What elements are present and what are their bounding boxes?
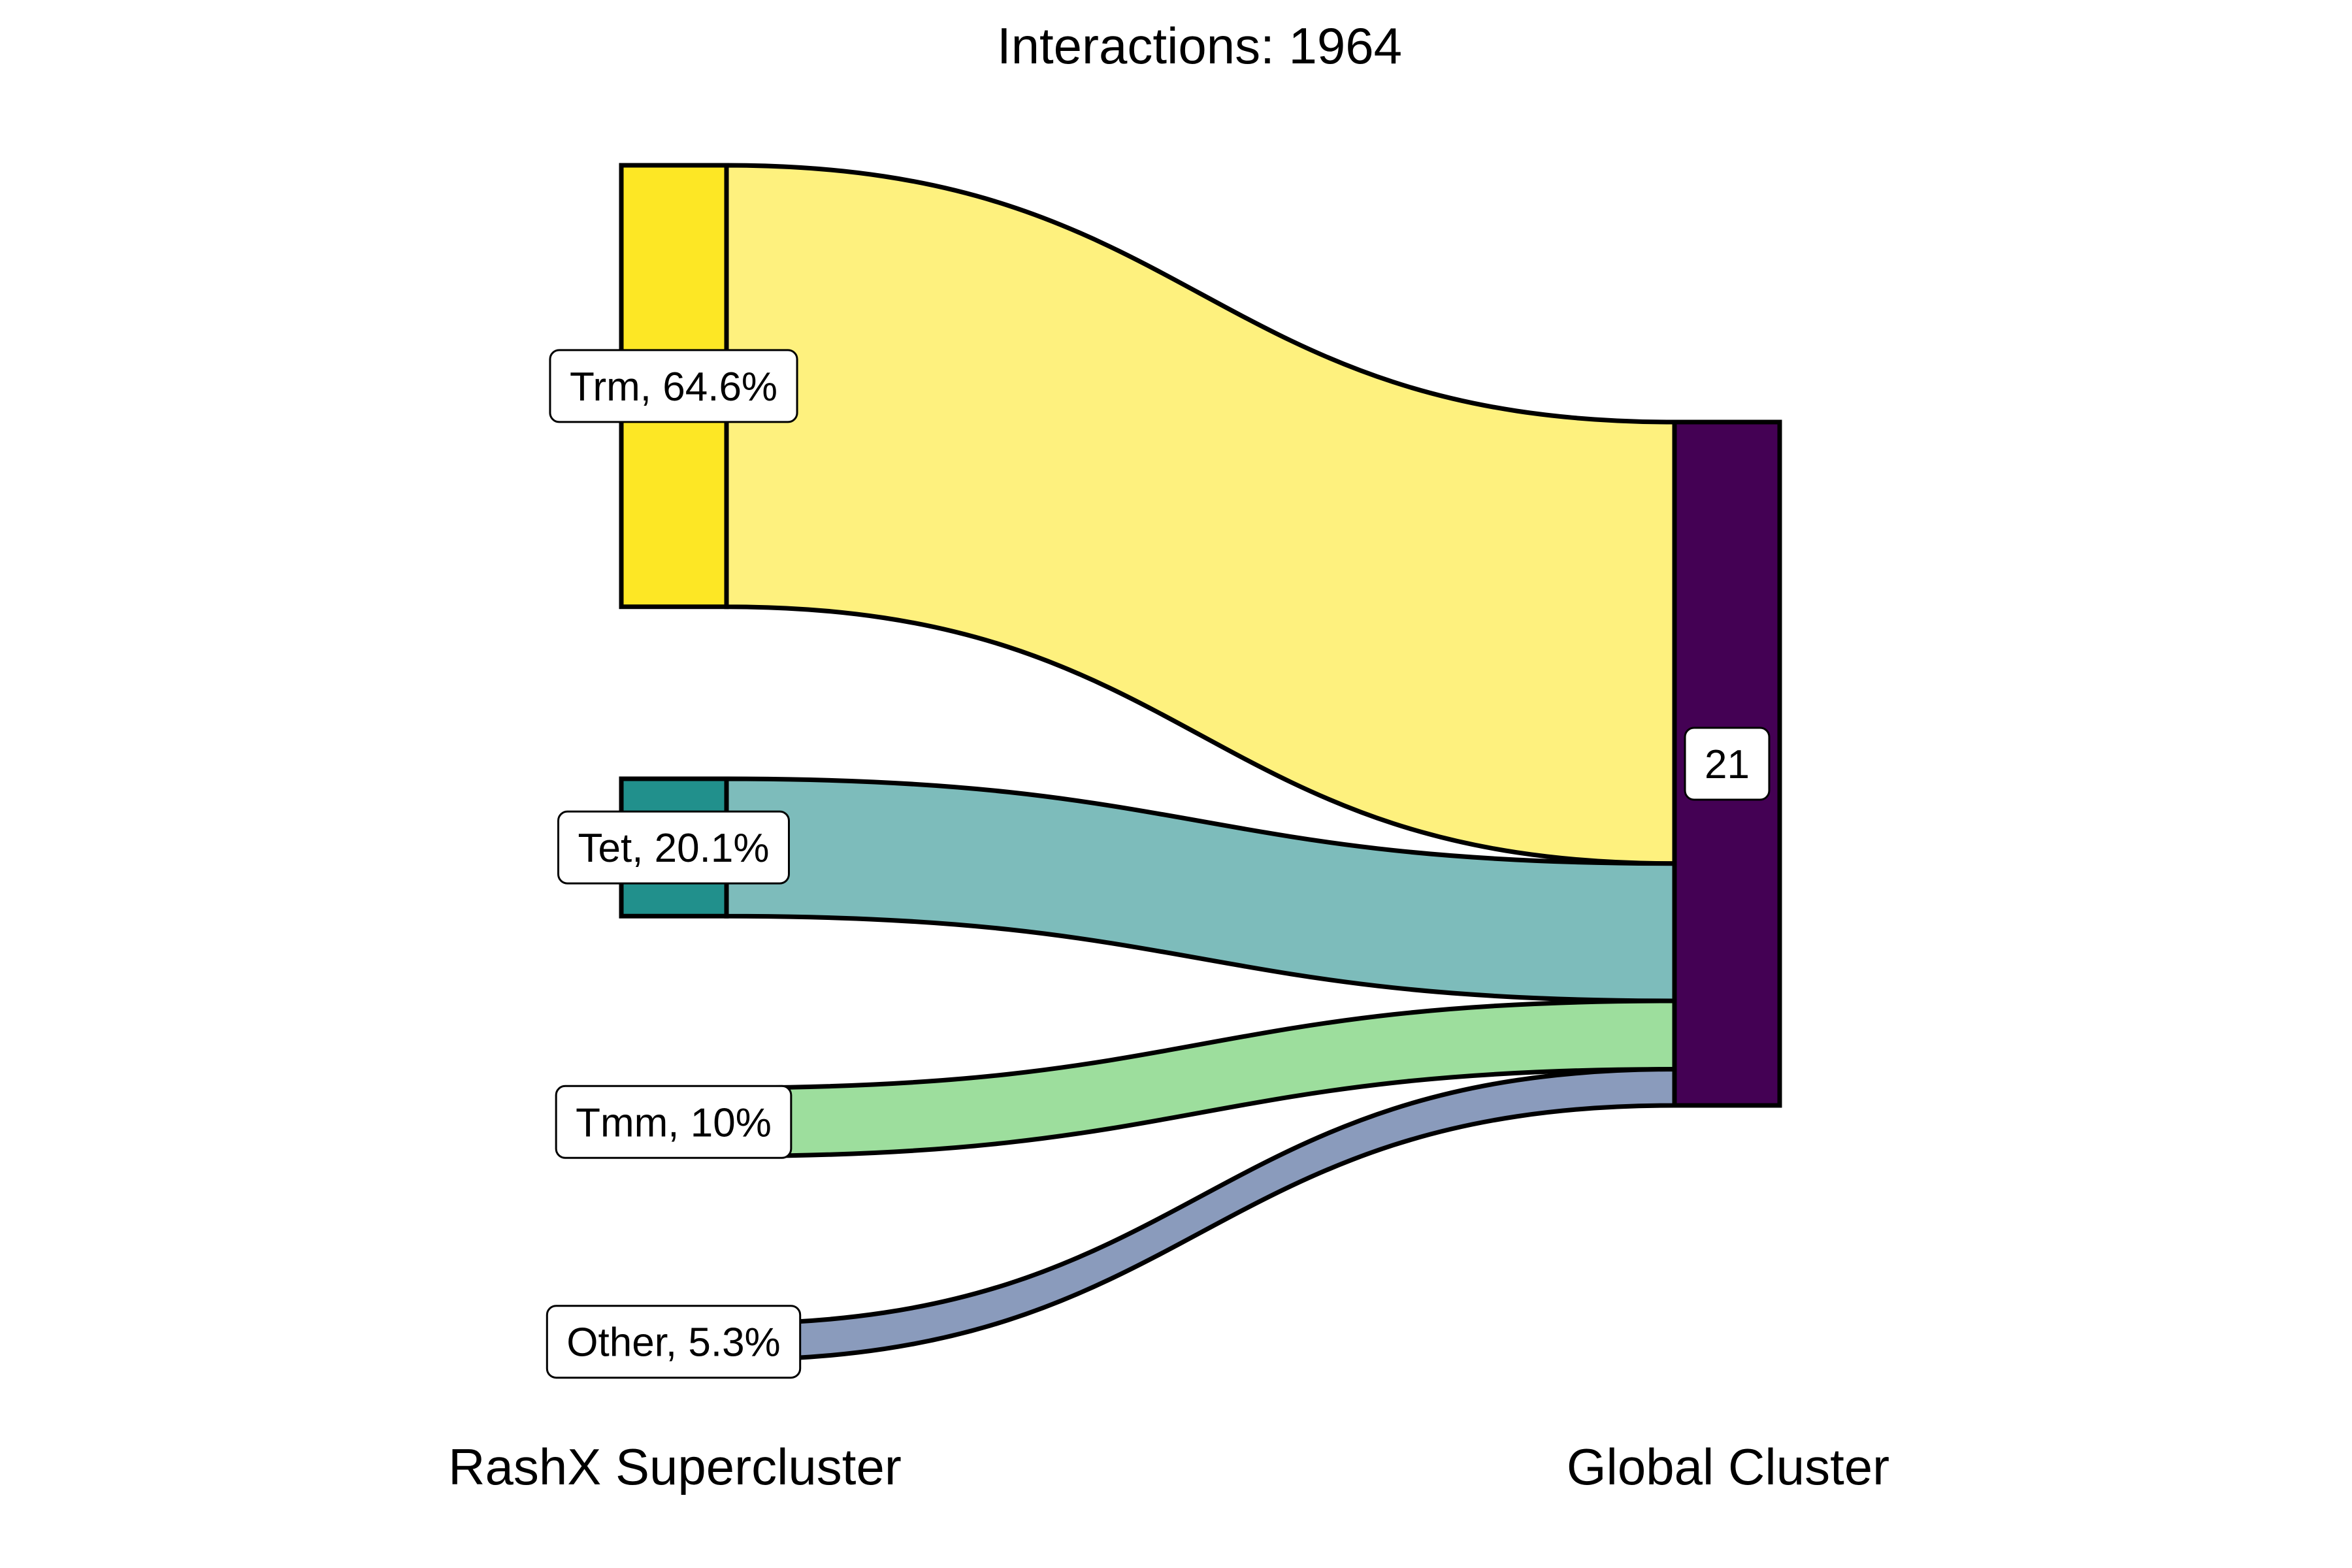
label-trm-text: Trm, 64.6%	[570, 365, 777, 410]
label-other-text: Other, 5.3%	[566, 1320, 780, 1365]
label-tet-text: Tet, 20.1%	[578, 826, 770, 871]
label-tmm: Tmm, 10%	[555, 1085, 792, 1159]
label-other-box	[546, 1305, 802, 1379]
label-trm: Trm, 64.6%	[549, 349, 798, 423]
label-tmm-box	[555, 1085, 792, 1159]
label-node-21-box	[1684, 727, 1771, 801]
label-other: Other, 5.3%	[546, 1305, 802, 1379]
axis-label-right: Global Cluster	[1567, 1438, 1889, 1495]
chart-title: Interactions: 1964	[997, 17, 1402, 74]
label-trm-box	[549, 349, 798, 423]
label-node-21-text: 21	[1705, 742, 1750, 787]
label-tmm-text: Tmm, 10%	[576, 1100, 772, 1145]
label-tet: Tet, 20.1%	[557, 810, 790, 885]
axis-label-left: RashX Supercluster	[448, 1438, 902, 1495]
flows-layer	[724, 163, 1677, 1362]
label-tet-box	[557, 810, 790, 885]
labels-layer: Trm, 64.6% Tet, 20.1% Tmm, 10% Other, 5.3% 2…	[546, 349, 1771, 1379]
flow-trm	[724, 163, 1677, 866]
label-node-21: 21	[1684, 727, 1771, 801]
